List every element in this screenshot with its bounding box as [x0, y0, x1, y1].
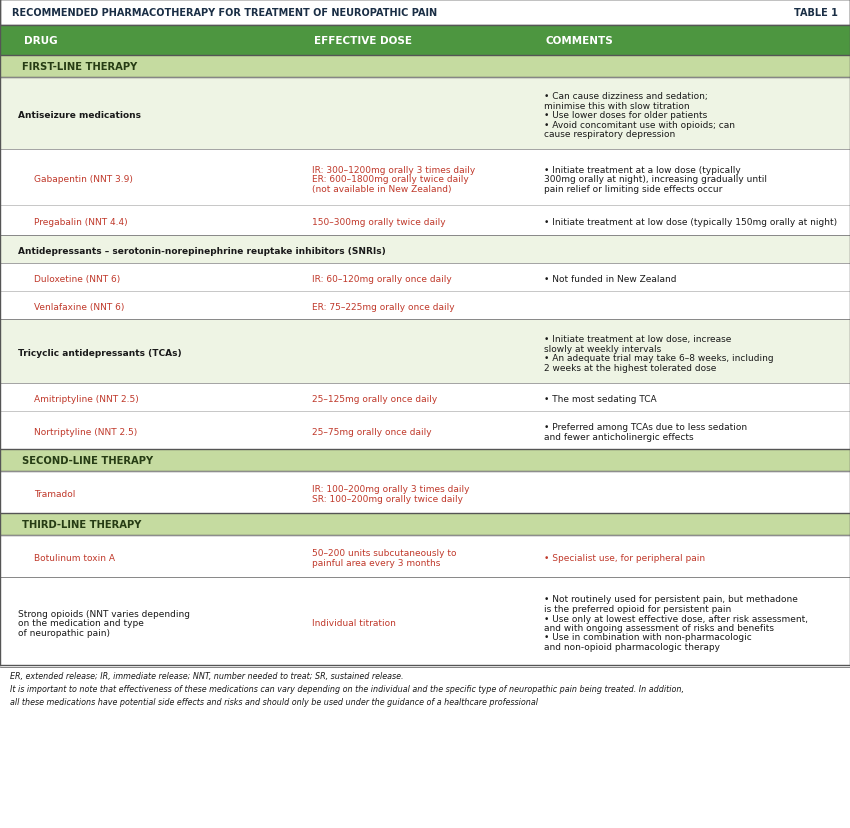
Text: painful area every 3 months: painful area every 3 months: [312, 558, 440, 567]
Text: • Can cause dizziness and sedation;: • Can cause dizziness and sedation;: [544, 92, 708, 101]
Text: • Use only at lowest effective dose, after risk assessment,: • Use only at lowest effective dose, aft…: [544, 614, 808, 623]
Bar: [0, 291, 850, 320]
Text: (not available in New Zealand): (not available in New Zealand): [312, 185, 451, 194]
Text: • Initiate treatment at low dose (typically 150mg orally at night): • Initiate treatment at low dose (typica…: [544, 218, 837, 227]
Text: cause respiratory depression: cause respiratory depression: [544, 130, 675, 139]
Text: 50–200 units subcutaneously to: 50–200 units subcutaneously to: [312, 549, 456, 558]
Text: Antiseizure medications: Antiseizure medications: [18, 111, 141, 120]
Text: • Not funded in New Zealand: • Not funded in New Zealand: [544, 275, 677, 284]
Text: 150–300mg orally twice daily: 150–300mg orally twice daily: [312, 218, 445, 227]
Text: Botulinum toxin A: Botulinum toxin A: [34, 554, 115, 562]
Text: TABLE 1: TABLE 1: [794, 8, 838, 18]
Bar: [0, 0, 850, 26]
Text: It is important to note that effectiveness of these medications can vary dependi: It is important to note that effectivene…: [10, 684, 684, 693]
Text: ER: 600–1800mg orally twice daily: ER: 600–1800mg orally twice daily: [312, 175, 468, 184]
Bar: [0, 263, 850, 291]
Bar: [0, 412, 850, 450]
Bar: [0, 205, 850, 236]
Bar: [0, 383, 850, 412]
Text: Nortriptyline (NNT 2.5): Nortriptyline (NNT 2.5): [34, 428, 137, 436]
Text: on the medication and type: on the medication and type: [18, 619, 144, 628]
Bar: [0, 450, 850, 471]
Text: • Initiate treatment at a low dose (typically: • Initiate treatment at a low dose (typi…: [544, 166, 740, 175]
Text: RECOMMENDED PHARMACOTHERAPY FOR TREATMENT OF NEUROPATHIC PAIN: RECOMMENDED PHARMACOTHERAPY FOR TREATMEN…: [12, 8, 437, 18]
Text: ER: 75–225mg orally once daily: ER: 75–225mg orally once daily: [312, 303, 455, 312]
Bar: [0, 150, 850, 205]
Text: Venlafaxine (NNT 6): Venlafaxine (NNT 6): [34, 303, 124, 312]
Bar: [0, 320, 850, 383]
Text: Strong opioids (NNT varies depending: Strong opioids (NNT varies depending: [18, 609, 190, 618]
Bar: [0, 577, 850, 665]
Bar: [0, 513, 850, 536]
Text: pain relief or limiting side effects occur: pain relief or limiting side effects occ…: [544, 185, 722, 194]
Text: Gabapentin (NNT 3.9): Gabapentin (NNT 3.9): [34, 175, 133, 184]
Text: and non-opioid pharmacologic therapy: and non-opioid pharmacologic therapy: [544, 643, 720, 651]
Text: • Avoid concomitant use with opioids; can: • Avoid concomitant use with opioids; ca…: [544, 121, 735, 130]
Text: of neuropathic pain): of neuropathic pain): [18, 628, 110, 637]
Text: Tramadol: Tramadol: [34, 489, 76, 498]
Text: • Preferred among TCAs due to less sedation: • Preferred among TCAs due to less sedat…: [544, 423, 747, 432]
Text: and with ongoing assessment of risks and benefits: and with ongoing assessment of risks and…: [544, 623, 774, 633]
Text: • Not routinely used for persistent pain, but methadone: • Not routinely used for persistent pain…: [544, 595, 798, 604]
Text: Pregabalin (NNT 4.4): Pregabalin (NNT 4.4): [34, 218, 127, 227]
Bar: [0, 56, 850, 78]
Text: and fewer anticholinergic effects: and fewer anticholinergic effects: [544, 432, 694, 441]
Bar: [0, 26, 850, 56]
Text: 25–125mg orally once daily: 25–125mg orally once daily: [312, 395, 437, 404]
Text: • Use in combination with non-pharmacologic: • Use in combination with non-pharmacolo…: [544, 633, 751, 642]
Text: IR: 100–200mg orally 3 times daily: IR: 100–200mg orally 3 times daily: [312, 485, 469, 494]
Text: DRUG: DRUG: [24, 36, 58, 46]
Bar: [0, 471, 850, 513]
Text: ER, extended release; IR, immediate release; NNT, number needed to treat; SR, su: ER, extended release; IR, immediate rele…: [10, 672, 404, 680]
Text: • An adequate trial may take 6–8 weeks, including: • An adequate trial may take 6–8 weeks, …: [544, 354, 774, 363]
Text: IR: 60–120mg orally once daily: IR: 60–120mg orally once daily: [312, 275, 451, 284]
Text: • Use lower doses for older patients: • Use lower doses for older patients: [544, 111, 707, 120]
Bar: [0, 78, 850, 150]
Text: Tricyclic antidepressants (TCAs): Tricyclic antidepressants (TCAs): [18, 349, 182, 358]
Text: minimise this with slow titration: minimise this with slow titration: [544, 102, 689, 111]
Text: 300mg orally at night), increasing gradually until: 300mg orally at night), increasing gradu…: [544, 175, 767, 184]
Text: 2 weeks at the highest tolerated dose: 2 weeks at the highest tolerated dose: [544, 363, 717, 372]
Text: is the preferred opioid for persistent pain: is the preferred opioid for persistent p…: [544, 604, 731, 614]
Text: 25–75mg orally once daily: 25–75mg orally once daily: [312, 428, 432, 436]
Text: Individual titration: Individual titration: [312, 619, 396, 628]
Text: EFFECTIVE DOSE: EFFECTIVE DOSE: [314, 36, 412, 46]
Text: FIRST-LINE THERAPY: FIRST-LINE THERAPY: [22, 62, 137, 72]
Bar: [0, 536, 850, 577]
Text: • Specialist use, for peripheral pain: • Specialist use, for peripheral pain: [544, 554, 706, 562]
Text: THIRD-LINE THERAPY: THIRD-LINE THERAPY: [22, 519, 141, 529]
Bar: [0, 236, 850, 263]
Text: • The most sedating TCA: • The most sedating TCA: [544, 395, 656, 404]
Text: COMMENTS: COMMENTS: [546, 36, 614, 46]
Text: Antidepressants – serotonin-norepinephrine reuptake inhibitors (SNRIs): Antidepressants – serotonin-norepinephri…: [18, 247, 386, 256]
Text: SECOND-LINE THERAPY: SECOND-LINE THERAPY: [22, 455, 153, 465]
Text: IR: 300–1200mg orally 3 times daily: IR: 300–1200mg orally 3 times daily: [312, 166, 475, 175]
Text: • Initiate treatment at low dose, increase: • Initiate treatment at low dose, increa…: [544, 335, 731, 344]
Text: all these medications have potential side effects and risks and should only be u: all these medications have potential sid…: [10, 697, 538, 706]
Text: SR: 100–200mg orally twice daily: SR: 100–200mg orally twice daily: [312, 494, 463, 503]
Text: Duloxetine (NNT 6): Duloxetine (NNT 6): [34, 275, 120, 284]
Text: slowly at weekly intervals: slowly at weekly intervals: [544, 344, 661, 353]
Text: Amitriptyline (NNT 2.5): Amitriptyline (NNT 2.5): [34, 395, 139, 404]
